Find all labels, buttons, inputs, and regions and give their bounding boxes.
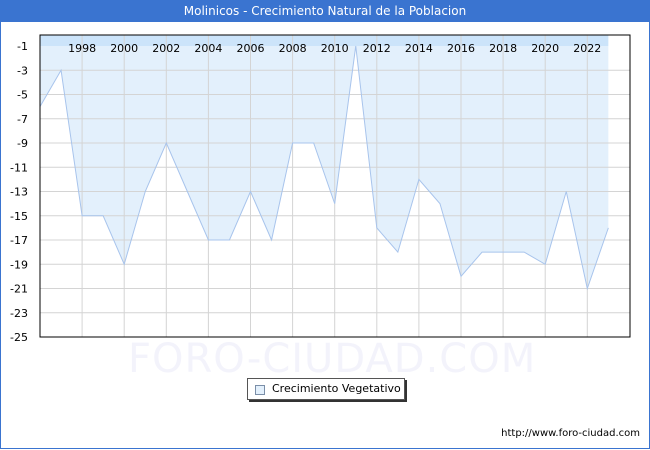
x-tick-label: 2008 [279, 42, 307, 55]
y-tick-label: -3 [17, 64, 28, 77]
y-tick-label: -23 [10, 307, 28, 320]
x-tick-label: 2016 [447, 42, 475, 55]
y-tick-label: -1 [17, 40, 28, 53]
legend-swatch-icon [255, 385, 265, 395]
y-tick-label: -9 [17, 137, 28, 150]
chart-title: Molinicos - Crecimiento Natural de la Po… [0, 0, 650, 22]
x-tick-label: 2002 [152, 42, 180, 55]
top-band [40, 35, 609, 46]
legend: Crecimiento Vegetativo [247, 378, 405, 400]
y-tick-label: -15 [10, 210, 28, 223]
watermark: FORO-CIUDAD.COM [128, 336, 537, 382]
legend-label: Crecimiento Vegetativo [272, 382, 401, 395]
plot-border [39, 34, 631, 338]
y-tick-label: -13 [10, 186, 28, 199]
series-line [39, 45, 609, 291]
x-tick-label: 2014 [405, 42, 433, 55]
x-tick-label: 1998 [68, 42, 96, 55]
y-tick-label: -25 [10, 331, 28, 344]
x-tick-label: 2010 [321, 42, 349, 55]
y-tick-label: -17 [10, 234, 28, 247]
y-tick-label: -7 [17, 113, 28, 126]
y-tick-label: -11 [10, 161, 28, 174]
x-tick-label: 2018 [489, 42, 517, 55]
x-tick-label: 2000 [110, 42, 138, 55]
y-tick-label: -5 [17, 89, 28, 102]
x-tick-label: 2020 [531, 42, 559, 55]
x-tick-label: 2006 [237, 42, 265, 55]
x-tick-label: 2022 [573, 42, 601, 55]
y-tick-label: -21 [10, 283, 28, 296]
x-tick-label: 2004 [194, 42, 222, 55]
y-tick-label: -19 [10, 258, 28, 271]
x-tick-label: 2012 [363, 42, 391, 55]
source-url: http://www.foro-ciudad.com [501, 428, 640, 439]
